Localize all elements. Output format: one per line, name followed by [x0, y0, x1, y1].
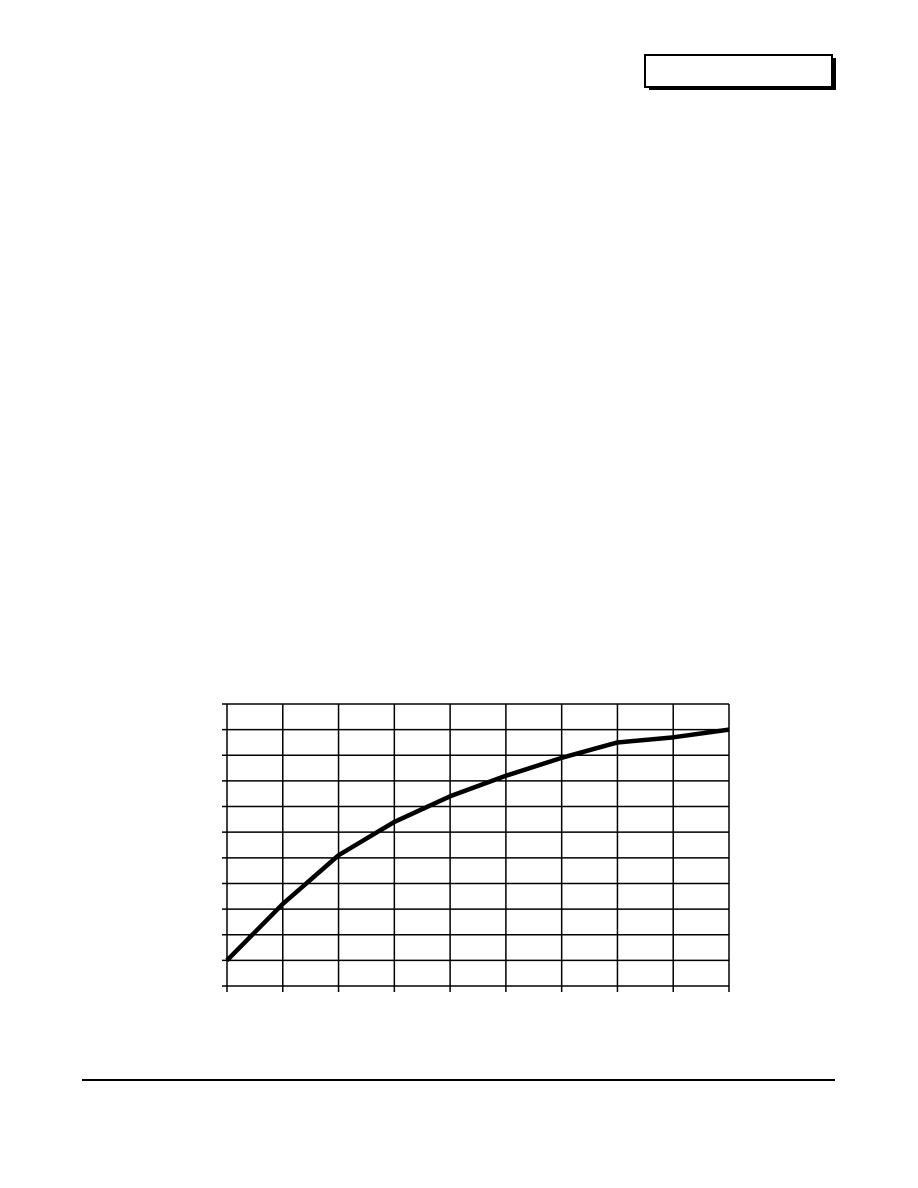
chart	[222, 703, 730, 992]
data-line	[225, 727, 730, 962]
label-box	[644, 54, 833, 88]
